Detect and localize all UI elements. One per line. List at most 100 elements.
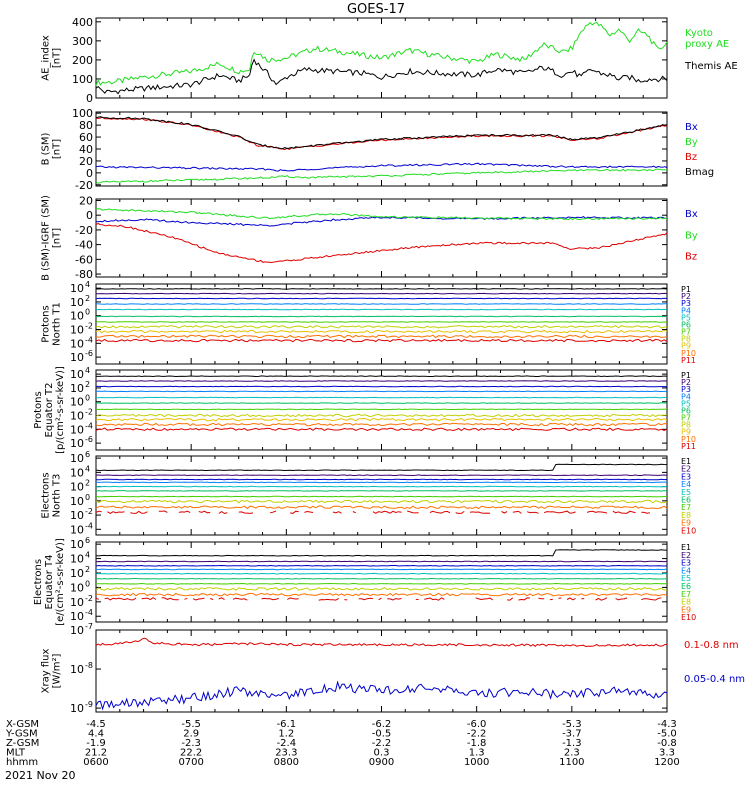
y-tick-label: 40	[79, 143, 93, 156]
y-axis-label: [nT]	[52, 228, 63, 248]
channel-line	[96, 478, 668, 481]
y-tick-exponent: 4	[85, 551, 90, 560]
channel-line	[95, 495, 668, 498]
series-line	[95, 162, 668, 172]
y-tick-label: 10	[70, 553, 84, 566]
bottom-row-value: 3.3	[659, 748, 675, 759]
series-line	[95, 116, 668, 150]
channel-line	[95, 592, 668, 597]
y-tick-label: 10	[70, 481, 84, 494]
channel-line	[95, 325, 668, 329]
legend-entry: By	[685, 137, 698, 148]
channel-line	[95, 396, 668, 399]
y-tick-exponent: -2	[85, 408, 93, 417]
y-tick-exponent: 2	[85, 479, 90, 488]
channel-label: E7	[681, 590, 691, 599]
series-line	[95, 21, 668, 86]
legend-entry: Themis AE	[684, 61, 738, 72]
y-tick-label: 10	[70, 523, 84, 536]
y-tick-label: -20	[75, 224, 93, 237]
y-tick-exponent: -6	[85, 435, 93, 444]
y-tick-label: -20	[75, 179, 93, 192]
channel-label: P10	[681, 349, 696, 358]
channel-line	[96, 485, 668, 488]
y-axis-label: B (SM)	[41, 132, 52, 165]
bottom-row-value: -2.2	[372, 738, 392, 749]
y-tick-label: 80	[79, 119, 93, 132]
bottom-row-value: 0600	[83, 757, 108, 768]
channel-label: E6	[681, 582, 691, 591]
bottom-row-value: -0.8	[657, 738, 677, 749]
channel-line	[95, 380, 668, 382]
channel-label: E3	[681, 559, 691, 568]
channel-line	[95, 329, 668, 334]
channel-line	[95, 505, 668, 510]
channel-line	[96, 511, 664, 514]
channel-line	[95, 308, 668, 311]
bottom-row-value: -4.5	[86, 719, 106, 730]
channel-label: E5	[681, 488, 691, 497]
y-tick-label: 60	[79, 131, 93, 144]
legend-entry: By	[685, 230, 698, 241]
channel-label: E2	[681, 465, 691, 474]
channel-line	[95, 587, 668, 591]
y-tick-label: 400	[72, 16, 93, 29]
y-tick-label: 0	[86, 92, 93, 105]
y-tick-exponent: 2	[85, 294, 90, 303]
y-tick-exponent: -2	[85, 507, 93, 516]
channel-label: P2	[681, 292, 691, 301]
channel-line	[95, 572, 668, 575]
channel-label: P5	[681, 313, 691, 322]
y-tick-label: 100	[72, 107, 93, 120]
channel-line	[95, 560, 668, 563]
bottom-row-value: -5.0	[657, 729, 677, 740]
channel-label: P8	[681, 335, 691, 344]
channel-label: P9	[681, 428, 691, 437]
y-tick-exponent: 2	[85, 380, 90, 389]
legend-entry: Bmag	[685, 167, 714, 178]
y-tick-label: 10	[70, 410, 84, 423]
channel-line	[95, 427, 668, 432]
bottom-row-value: 1200	[654, 757, 679, 768]
plot-title: GOES-17	[347, 2, 405, 17]
channel-label: P3	[681, 385, 691, 394]
y-tick-exponent: -7	[85, 622, 93, 631]
y-axis-label: B (SM)-IGRF (SM)	[41, 195, 52, 281]
channel-label: E1	[681, 457, 691, 466]
y-tick-exponent: 0	[85, 394, 90, 403]
panel-frame	[95, 198, 668, 278]
channel-label: P6	[681, 406, 691, 415]
y-tick-label: 300	[72, 35, 93, 48]
y-tick-exponent: 4	[85, 464, 90, 473]
y-tick-exponent: -8	[85, 661, 93, 670]
channel-label: E1	[681, 543, 691, 552]
channel-line	[95, 417, 668, 422]
channel-label: E7	[681, 503, 691, 512]
channel-label: P3	[681, 299, 691, 308]
panel-frame	[95, 629, 668, 713]
y-tick-label: 10	[70, 437, 84, 450]
channel-line	[95, 549, 667, 557]
y-axis-label: [p/(cm²-s-sr-keV)]	[55, 366, 66, 454]
channel-label: E9	[681, 605, 691, 614]
y-tick-label: -60	[75, 253, 93, 266]
channel-line	[96, 292, 668, 295]
y-tick-exponent: 0	[85, 493, 90, 502]
y-tick-label: 10	[70, 423, 84, 436]
chart-panel-7: Electrons Equator T4 [e/(cm²-s-sr-keV)] 10 6…	[33, 536, 696, 626]
panel-frame	[95, 455, 668, 536]
y-tick-exponent: -2	[85, 322, 93, 331]
y-axis-label: Electrons	[33, 559, 44, 605]
channel-label: P5	[681, 399, 691, 408]
y-tick-label: 100	[72, 73, 93, 86]
series-line	[95, 222, 668, 264]
y-tick-label: 20	[79, 155, 93, 168]
channel-line	[95, 303, 668, 305]
bottom-row-value: 4.4	[88, 729, 104, 740]
y-tick-label: 10	[70, 581, 84, 594]
y-tick-exponent: 0	[85, 308, 90, 317]
channel-line	[95, 402, 668, 404]
y-tick-exponent: 4	[85, 366, 90, 375]
